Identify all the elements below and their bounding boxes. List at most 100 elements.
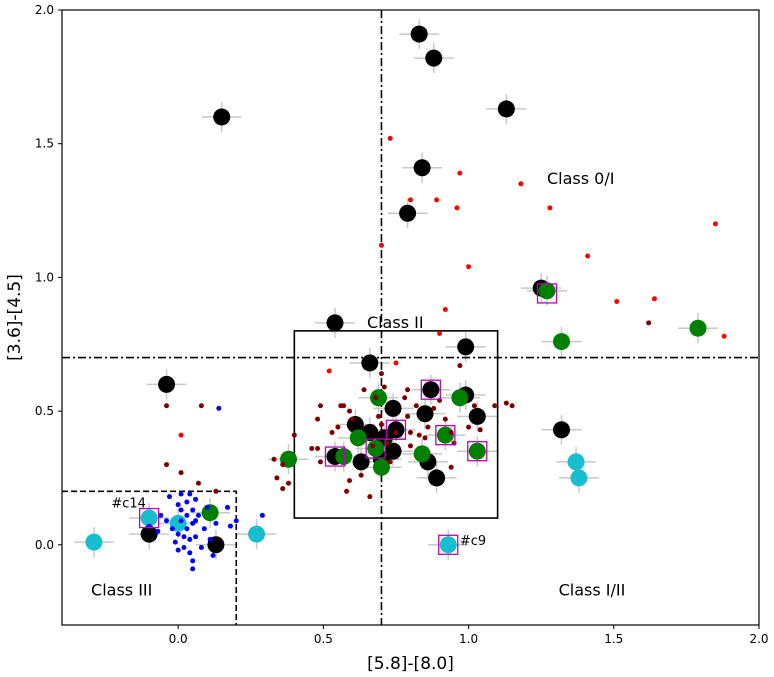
darkred-data-point: [376, 413, 382, 419]
darkred-data-point: [422, 435, 428, 441]
region-label: Class I/II: [559, 581, 626, 600]
blue-data-point: [181, 544, 187, 550]
blue-data-point: [259, 512, 265, 518]
darkred-data-point: [315, 446, 321, 452]
darkred-data-point: [381, 384, 387, 390]
axes-frame: [58, 9, 760, 629]
green-data-point: [349, 429, 367, 447]
red-data-point: [408, 197, 413, 203]
black-data-point: [158, 375, 176, 393]
darkred-data-point: [361, 387, 367, 393]
highlight-square-marker: [536, 283, 558, 304]
darkred-data-point: [317, 403, 323, 409]
blue-data-point: [166, 494, 172, 500]
darkred-data-point: [457, 363, 463, 369]
blue-data-point: [164, 518, 170, 524]
darkred-data-point: [213, 488, 219, 494]
darkred-data-point: [358, 472, 364, 478]
darkred-data-point: [347, 408, 353, 414]
darkred-data-point: [315, 416, 321, 422]
black-data-point: [553, 421, 571, 439]
red-data-point: [437, 331, 443, 337]
black-data-point: [140, 525, 158, 543]
red-data-point: [651, 296, 657, 302]
darkred-data-point: [164, 403, 170, 409]
black-data-point: [422, 381, 440, 399]
errorbars-layer: [73, 19, 719, 560]
darkred-data-point: [471, 403, 477, 409]
darkred-data-point: [271, 456, 277, 462]
darkred-data-point: [646, 320, 652, 326]
darkred-data-point: [387, 459, 393, 465]
red-data-point: [387, 135, 393, 141]
black-data-point: [410, 25, 428, 43]
blue-data-point: [193, 496, 199, 502]
y-axis-label: [3.6]-[4.5]: [5, 274, 25, 361]
black-data-point: [352, 453, 370, 471]
blue-data-point: [213, 520, 219, 526]
darkred-data-point: [492, 403, 498, 409]
red-data-point: [466, 264, 472, 270]
black-data-point: [497, 100, 515, 118]
blue-data-point: [175, 531, 181, 537]
black-data-point: [457, 338, 475, 356]
black-data-point: [399, 204, 417, 222]
highlight-square-marker: [385, 419, 407, 440]
darkred-data-point: [370, 443, 376, 449]
blue-data-point: [184, 512, 190, 518]
highlight-square-marker: [435, 425, 456, 446]
black-data-point: [428, 469, 446, 487]
region-label: Class III: [91, 581, 152, 600]
darkred-data-point: [384, 440, 390, 446]
green-data-point: [538, 282, 556, 300]
darkred-data-point: [178, 470, 184, 476]
green-data-point: [367, 440, 385, 458]
red-data-point: [434, 197, 440, 203]
blue-data-point: [172, 539, 178, 545]
black-data-point: [384, 399, 402, 417]
darkred-data-point: [349, 416, 355, 422]
highlight-square-marker: [420, 379, 441, 400]
region-label: Class II: [367, 313, 424, 332]
black-data-point: [468, 407, 486, 425]
blue-data-point: [225, 504, 231, 510]
y-tick-label: 1.0: [35, 270, 54, 284]
darkred-data-point: [164, 462, 170, 468]
x-tick-label: 2.0: [749, 632, 768, 646]
green-data-point: [201, 504, 219, 522]
highlight-square-marker: [324, 446, 346, 467]
green-data-point: [468, 442, 486, 460]
y-tick-label: 0.0: [35, 538, 54, 552]
point-label: #c14: [111, 496, 146, 511]
blue-data-point: [190, 507, 196, 513]
x-tick-label: 0.0: [169, 632, 188, 646]
green-data-point: [370, 389, 388, 407]
highlight-square-marker: [467, 441, 488, 462]
darkred-data-point: [344, 488, 350, 494]
black-data-point: [387, 421, 405, 439]
cyan-data-point: [567, 453, 585, 471]
darkred-data-point: [477, 427, 483, 433]
darkred-data-point: [413, 403, 419, 409]
darkred-data-point: [425, 424, 431, 430]
blue-data-point: [190, 566, 196, 572]
blue-data-point: [233, 518, 239, 524]
darkred-data-point: [405, 387, 411, 393]
blue-data-point: [169, 526, 175, 532]
blue-data-point: [187, 550, 193, 556]
blue-data-point: [181, 534, 187, 540]
blue-data-point: [210, 552, 216, 558]
black-data-point: [384, 442, 402, 460]
darkred-data-point: [195, 480, 201, 486]
darkred-data-point: [448, 429, 454, 435]
blue-data-point: [190, 558, 196, 564]
red-data-point: [518, 181, 524, 187]
point-label: #c9: [460, 534, 486, 549]
darkred-data-point: [367, 494, 373, 500]
darkred-data-point: [503, 400, 509, 406]
blue-data-point: [187, 536, 193, 542]
class3-box: [62, 490, 238, 625]
black-data-point: [416, 405, 434, 423]
y-tick-label: 1.5: [35, 137, 54, 151]
darkred-data-point: [317, 459, 323, 465]
